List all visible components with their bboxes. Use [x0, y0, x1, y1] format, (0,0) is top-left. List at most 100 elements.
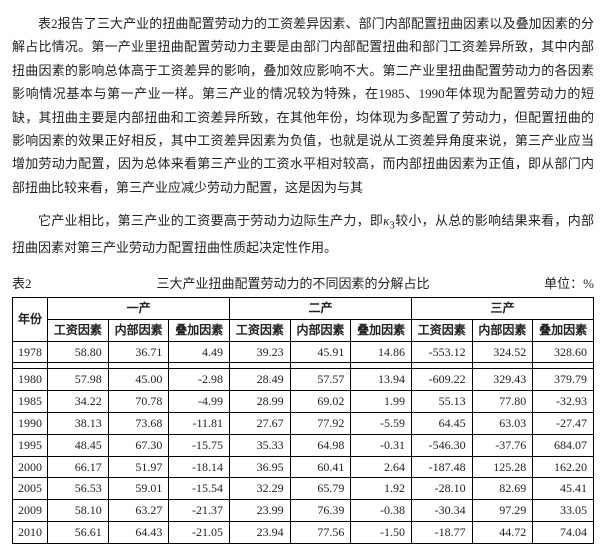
sub-head: 工资因素 [411, 319, 472, 341]
value-cell: -609.22 [411, 369, 472, 391]
value-cell: 1.92 [351, 478, 412, 500]
value-cell: -5.59 [351, 412, 412, 434]
p2-pre: 它产业相比，第三产业的工资要高于劳动力边际生产力，即 [38, 213, 383, 228]
value-cell: 684.07 [533, 434, 594, 456]
year-cell: 1978 [13, 341, 48, 363]
table-row: 201056.6164.43-21.0523.9477.56-1.50-18.7… [13, 521, 594, 543]
value-cell: -15.75 [169, 434, 230, 456]
table-body: 197858.8036.714.4939.2345.9114.86-553.12… [13, 341, 594, 543]
table-unit: 单位：% [514, 272, 594, 295]
value-cell: 65.79 [290, 478, 351, 500]
value-cell: 74.04 [533, 521, 594, 543]
value-cell: 125.28 [472, 456, 533, 478]
value-cell: -11.81 [169, 412, 230, 434]
value-cell: 2.64 [351, 456, 412, 478]
table-row: 198057.9845.00-2.9828.4957.5713.94-609.2… [13, 369, 594, 391]
value-cell: 13.94 [351, 369, 412, 391]
group-head-3: 三产 [411, 297, 593, 319]
value-cell: 329.43 [472, 369, 533, 391]
value-cell: 36.95 [230, 456, 291, 478]
value-cell: 45.00 [108, 369, 169, 391]
value-cell: 67.30 [108, 434, 169, 456]
value-cell: 45.41 [533, 478, 594, 500]
value-cell: 32.29 [230, 478, 291, 500]
value-cell: 39.23 [230, 341, 291, 363]
value-cell: 44.72 [472, 521, 533, 543]
value-cell: 23.94 [230, 521, 291, 543]
value-cell: -0.31 [351, 434, 412, 456]
table-row: 198534.2270.78-4.9928.9969.021.9955.1377… [13, 391, 594, 413]
value-cell: 77.92 [290, 412, 351, 434]
value-cell: -28.10 [411, 478, 472, 500]
year-cell: 1985 [13, 391, 48, 413]
year-cell: 1990 [13, 412, 48, 434]
table-header-bar: 表2 三大产业扭曲配置劳动力的不同因素的分解占比 单位：% [12, 272, 594, 295]
value-cell: 58.10 [48, 500, 109, 522]
value-cell: -30.34 [411, 500, 472, 522]
value-cell: 66.17 [48, 456, 109, 478]
value-cell: 57.57 [290, 369, 351, 391]
value-cell: 28.99 [230, 391, 291, 413]
value-cell: -18.14 [169, 456, 230, 478]
value-cell: 63.03 [472, 412, 533, 434]
table-label: 表2 [12, 272, 72, 295]
value-cell: -546.30 [411, 434, 472, 456]
value-cell: 63.27 [108, 500, 169, 522]
value-cell: -0.38 [351, 500, 412, 522]
year-cell: 2005 [13, 478, 48, 500]
table-row: 199548.4567.30-15.7535.3364.98-0.31-546.… [13, 434, 594, 456]
value-cell: 56.53 [48, 478, 109, 500]
value-cell: -21.37 [169, 500, 230, 522]
value-cell: -27.47 [533, 412, 594, 434]
year-cell: 2010 [13, 521, 48, 543]
table-row: 200556.5359.01-15.5432.2965.791.92-28.10… [13, 478, 594, 500]
value-cell: 97.29 [472, 500, 533, 522]
value-cell: -187.48 [411, 456, 472, 478]
sub-head: 内部因素 [290, 319, 351, 341]
sub-head: 工资因素 [230, 319, 291, 341]
value-cell: 58.80 [48, 341, 109, 363]
year-cell: 2000 [13, 456, 48, 478]
value-cell: 64.45 [411, 412, 472, 434]
value-cell: -32.93 [533, 391, 594, 413]
value-cell: 56.61 [48, 521, 109, 543]
value-cell: -18.77 [411, 521, 472, 543]
body-paragraph-1: 表2报告了三大产业的扭曲配置劳动力的工资差异因素、部门内部配置扭曲因素以及叠加因… [12, 12, 594, 199]
value-cell: -553.12 [411, 341, 472, 363]
value-cell: 36.71 [108, 341, 169, 363]
group-head-row: 年份 一产 二产 三产 [13, 297, 594, 319]
value-cell: 27.67 [230, 412, 291, 434]
group-head-1: 一产 [48, 297, 230, 319]
value-cell: 33.05 [533, 500, 594, 522]
value-cell: 77.56 [290, 521, 351, 543]
sub-head: 叠加因素 [169, 319, 230, 341]
year-cell: 1980 [13, 369, 48, 391]
value-cell: 55.13 [411, 391, 472, 413]
year-cell: 1995 [13, 434, 48, 456]
value-cell: 51.97 [108, 456, 169, 478]
value-cell: 34.22 [48, 391, 109, 413]
decomposition-table: 年份 一产 二产 三产 工资因素内部因素叠加因素工资因素内部因素叠加因素工资因素… [12, 297, 594, 544]
value-cell: 60.41 [290, 456, 351, 478]
value-cell: -2.98 [169, 369, 230, 391]
value-cell: -4.99 [169, 391, 230, 413]
value-cell: 48.45 [48, 434, 109, 456]
value-cell: -1.50 [351, 521, 412, 543]
value-cell: 82.69 [472, 478, 533, 500]
value-cell: 28.49 [230, 369, 291, 391]
value-cell: -21.05 [169, 521, 230, 543]
value-cell: 23.99 [230, 500, 291, 522]
value-cell: 73.68 [108, 412, 169, 434]
sub-head-row: 工资因素内部因素叠加因素工资因素内部因素叠加因素工资因素内部因素叠加因素 [13, 319, 594, 341]
value-cell: 38.13 [48, 412, 109, 434]
body-paragraph-2: 它产业相比，第三产业的工资要高于劳动力边际生产力，即κ3较小，从总的影响结果来看… [12, 209, 594, 259]
value-cell: 324.52 [472, 341, 533, 363]
value-cell: 45.91 [290, 341, 351, 363]
table-row: 199038.1373.68-11.8127.6777.92-5.5964.45… [13, 412, 594, 434]
sub-head: 内部因素 [108, 319, 169, 341]
value-cell: 14.86 [351, 341, 412, 363]
table-row: 197858.8036.714.4939.2345.9114.86-553.12… [13, 341, 594, 363]
value-cell: 328.60 [533, 341, 594, 363]
group-head-2: 二产 [230, 297, 412, 319]
value-cell: -15.54 [169, 478, 230, 500]
